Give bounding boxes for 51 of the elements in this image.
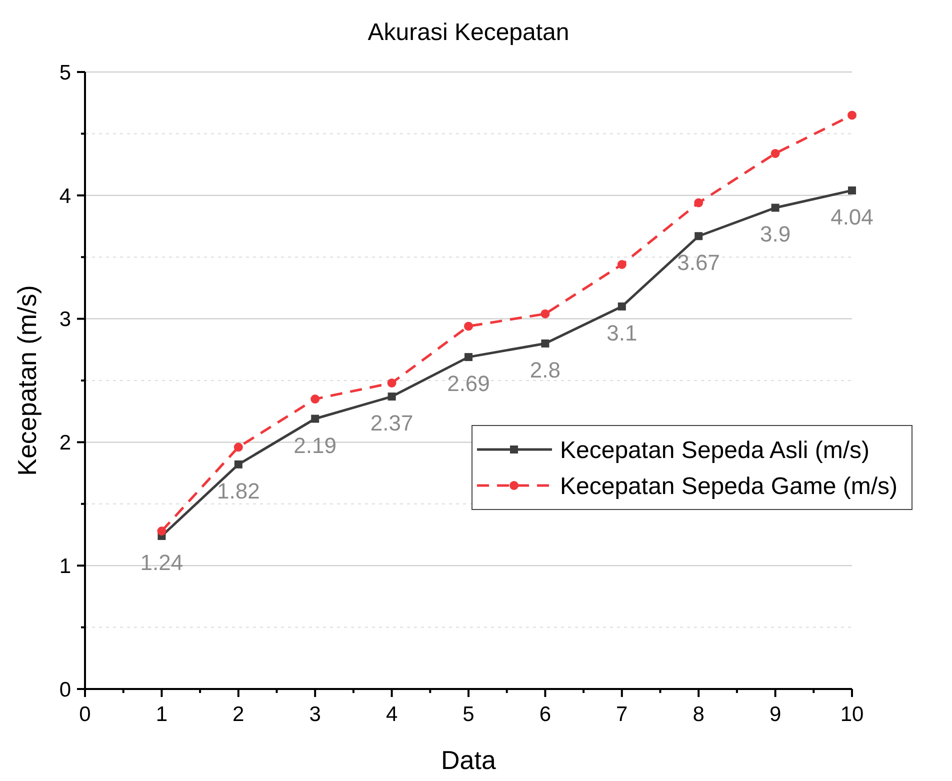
y-tick-label: 4 bbox=[59, 184, 72, 208]
y-tick-label: 1 bbox=[59, 554, 71, 578]
x-tick-label: 7 bbox=[616, 703, 628, 726]
data-label: 1.24 bbox=[140, 550, 184, 575]
data-label: 2.19 bbox=[294, 432, 337, 458]
x-tick-label: 1 bbox=[156, 703, 168, 726]
chart-title: Akurasi Kecepatan bbox=[368, 19, 570, 46]
point bbox=[848, 110, 856, 120]
x-tick-label: 2 bbox=[232, 703, 244, 726]
point bbox=[310, 394, 320, 404]
point bbox=[617, 260, 626, 270]
y-axis-title: Kecepatan (m/s) bbox=[12, 285, 42, 476]
x-axis-title: Data bbox=[441, 745, 496, 775]
x-tick-label: 6 bbox=[539, 703, 552, 726]
y-tick-label: 0 bbox=[59, 678, 71, 702]
data-label: 2.37 bbox=[370, 410, 414, 436]
data-label: 2.69 bbox=[447, 371, 490, 396]
data-label: 3.67 bbox=[677, 250, 720, 276]
x-tick-label: 8 bbox=[692, 703, 704, 726]
data-label: 4.04 bbox=[830, 204, 874, 230]
y-tick-label: 5 bbox=[59, 61, 71, 84]
point bbox=[771, 204, 780, 212]
point bbox=[464, 322, 473, 331]
point bbox=[770, 148, 780, 158]
point bbox=[157, 526, 166, 536]
x-tick-label: 0 bbox=[79, 703, 91, 726]
data-label: 1.82 bbox=[216, 478, 260, 504]
x-tick-label: 3 bbox=[309, 703, 321, 726]
y-tick-label: 3 bbox=[59, 308, 71, 332]
point bbox=[618, 302, 626, 310]
point bbox=[464, 353, 472, 362]
data-label: 3.9 bbox=[760, 222, 791, 247]
point bbox=[387, 378, 396, 388]
x-tick-label: 10 bbox=[840, 703, 864, 726]
point bbox=[234, 442, 243, 452]
x-tick-label: 9 bbox=[769, 703, 782, 726]
legend-label: Kecepatan Sepeda Asli (m/s) bbox=[560, 436, 870, 464]
x-tick-label: 4 bbox=[386, 703, 398, 726]
x-tick-label: 5 bbox=[462, 703, 474, 726]
data-label: 2.8 bbox=[530, 357, 560, 382]
point bbox=[848, 186, 856, 194]
point bbox=[540, 309, 550, 318]
y-tick-label: 2 bbox=[59, 432, 71, 455]
legend-label: Kecepatan Sepeda Game (m/s) bbox=[560, 472, 898, 500]
data-label: 3.1 bbox=[606, 320, 638, 346]
point bbox=[541, 339, 550, 348]
point bbox=[694, 198, 704, 208]
point bbox=[694, 232, 703, 240]
point bbox=[311, 414, 320, 423]
point bbox=[388, 392, 396, 401]
point bbox=[234, 460, 242, 468]
